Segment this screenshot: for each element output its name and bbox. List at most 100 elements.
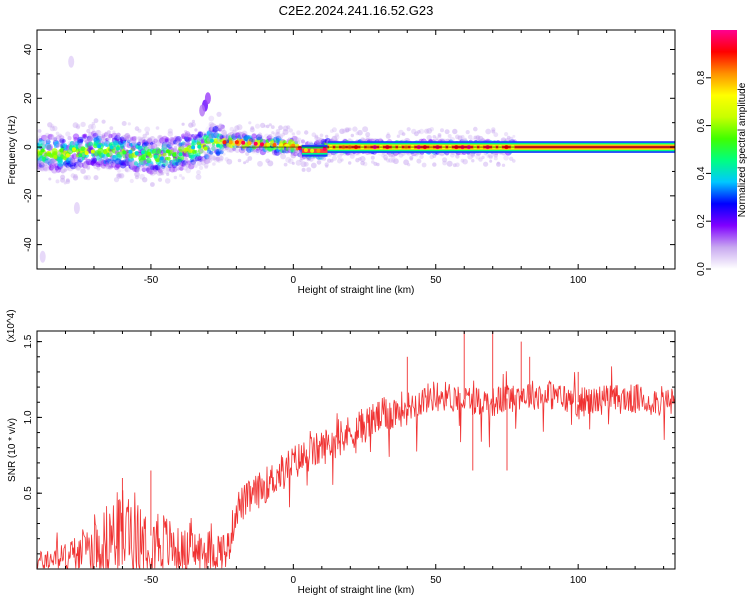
heatmap-cell [162, 159, 169, 167]
heatmap-cell [222, 140, 227, 145]
heatmap-cell [222, 152, 226, 156]
heatmap-cell [142, 177, 148, 183]
heatmap-cell [79, 157, 83, 161]
heatmap-cell [147, 151, 152, 156]
heatmap-cell [176, 164, 182, 171]
heatmap-cell [164, 178, 171, 184]
heatmap-cell [167, 167, 172, 172]
heatmap-cell [241, 140, 246, 145]
heatmap-cell [462, 137, 468, 143]
heatmap-cell [376, 162, 380, 167]
heatmap-cell [360, 137, 365, 143]
heatmap-cell [208, 115, 215, 122]
heatmap-cell [234, 132, 239, 137]
heatmap-cell [177, 158, 182, 163]
heatmap-cell [475, 154, 481, 160]
heatmap-cell [76, 125, 80, 130]
heatmap-cell [212, 126, 219, 133]
heatmap-cell [424, 128, 430, 134]
heatmap-cell [204, 165, 209, 170]
heatmap-cell [188, 137, 192, 142]
heatmap-cell [93, 175, 99, 181]
heatmap-cell [137, 128, 142, 133]
heatmap-cell [157, 139, 162, 144]
heatmap-cell [78, 162, 84, 168]
heatmap-cell [56, 135, 61, 140]
heatmap-cell [300, 139, 305, 144]
heatmap-cell [452, 128, 458, 135]
heatmap-cell [139, 159, 145, 165]
heatmap-cell [202, 150, 206, 154]
heatmap-cell [489, 159, 493, 163]
heatmap-cell [286, 147, 290, 151]
heatmap-cell [236, 124, 243, 131]
heatmap-ylabel: Frequency (Hz) [7, 116, 18, 185]
heatmap-cell [44, 132, 50, 139]
heatmap-cell [83, 160, 89, 166]
heatmap-cell [37, 132, 43, 138]
heatmap-cell [111, 162, 117, 168]
heatmap-xtick-label: 50 [430, 275, 442, 286]
heatmap-cell [167, 141, 172, 146]
heatmap-cell [81, 153, 85, 157]
heatmap-cell [76, 165, 82, 171]
heatmap-cell [183, 156, 188, 161]
heatmap-cell [149, 169, 156, 177]
heatmap-cell [393, 158, 399, 165]
snr-xtick-label: -50 [144, 575, 159, 586]
heatmap-cell [272, 143, 277, 147]
heatmap-cell [334, 132, 339, 137]
heatmap-cell [102, 133, 106, 137]
heatmap-cell [88, 124, 94, 130]
heatmap-cell [225, 147, 229, 151]
heatmap-cell [196, 152, 201, 157]
heatmap-cell [291, 135, 298, 142]
heatmap-cell [462, 158, 468, 165]
heatmap-cell [331, 135, 338, 142]
heatmap-cell [283, 162, 288, 167]
heatmap-cell [83, 138, 88, 143]
heatmap-cell [314, 134, 319, 139]
heatmap-cell [130, 136, 135, 141]
heatmap-cell [255, 148, 260, 153]
heatmap-cell [188, 122, 194, 128]
heatmap-cell [325, 164, 329, 168]
heatmap-cell [401, 132, 406, 136]
heatmap-cell [47, 167, 53, 173]
heatmap-cell [49, 125, 56, 132]
heatmap-cell [213, 156, 220, 163]
heatmap-cell [148, 164, 156, 171]
heatmap-cell [52, 136, 58, 142]
heatmap-cell [471, 159, 475, 163]
heatmap-cell [279, 135, 283, 140]
heatmap-cell [196, 170, 201, 175]
heatmap-cell [207, 124, 214, 130]
heatmap-cell [86, 135, 92, 140]
heatmap-outlier [39, 250, 46, 263]
heatmap-cell [444, 129, 450, 135]
heatmap-cell [303, 148, 308, 153]
heatmap-cell [130, 157, 135, 162]
heatmap-cell [163, 167, 170, 175]
heatmap-cell [109, 126, 114, 131]
heatmap-cell [249, 127, 255, 133]
heatmap-cell [72, 133, 80, 140]
heatmap-cell [429, 154, 435, 160]
heatmap-cell [49, 158, 55, 164]
heatmap-cell [282, 129, 289, 135]
heatmap-cell [84, 139, 90, 145]
heatmap-cell [85, 158, 93, 166]
heatmap-cell [442, 157, 448, 163]
heatmap-cell [139, 137, 143, 141]
heatmap-cell [294, 140, 299, 145]
heatmap-cell [142, 133, 147, 139]
heatmap-cell [465, 130, 470, 135]
heatmap-cell [121, 153, 127, 159]
heatmap-cell [304, 130, 309, 135]
heatmap-cell [329, 129, 334, 134]
heatmap-cell [178, 165, 184, 171]
heatmap-cell [129, 164, 135, 169]
heatmap-cell [48, 177, 52, 181]
heatmap-cell [172, 152, 177, 157]
